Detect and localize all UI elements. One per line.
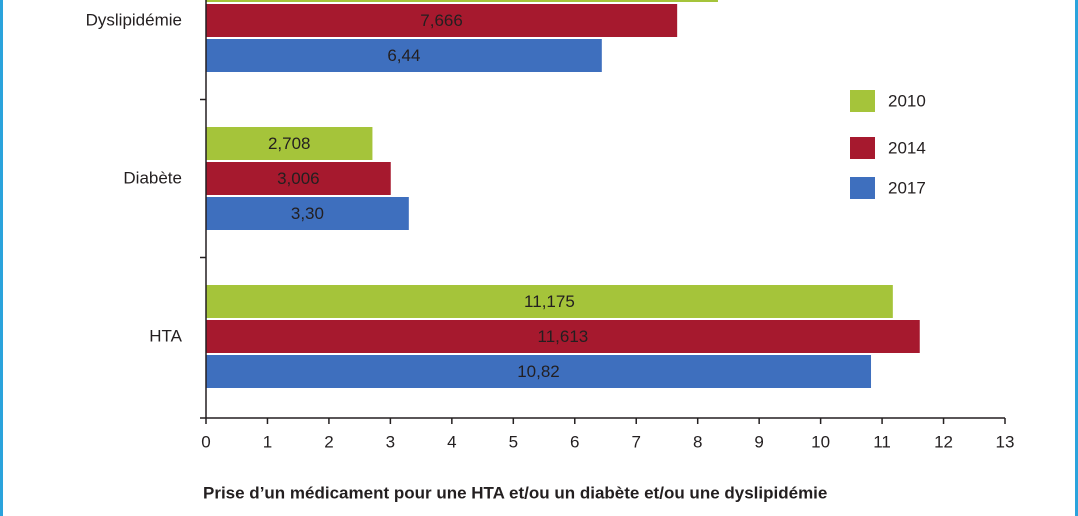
x-tick-label: 9: [754, 432, 763, 451]
value-label: 11,175: [524, 292, 575, 311]
x-tick-label: 0: [201, 432, 210, 451]
value-label: 7,666: [420, 11, 463, 30]
x-tick-label: 3: [386, 432, 395, 451]
x-tick-label: 5: [509, 432, 518, 451]
bar: [206, 39, 602, 72]
bar: [206, 355, 872, 388]
legend-swatch: [850, 90, 875, 112]
bar: [206, 162, 391, 195]
value-label: 10,82: [517, 362, 560, 381]
value-label: 6,44: [387, 46, 420, 65]
value-label: 11,613: [538, 327, 589, 346]
x-tick-label: 8: [693, 432, 702, 451]
value-label: 3,006: [277, 169, 320, 188]
value-label: 2,708: [268, 134, 311, 153]
x-tick-label: 4: [447, 432, 456, 451]
bar: [206, 4, 678, 37]
bar: [206, 285, 893, 318]
category-label: Diabète: [123, 168, 182, 187]
x-tick-label: 7: [631, 432, 640, 451]
legend-swatch: [850, 177, 875, 199]
legend-label: 2014: [888, 138, 926, 157]
legend-label: 2010: [888, 91, 926, 110]
category-label: HTA: [149, 326, 182, 345]
legend-swatch: [850, 137, 875, 159]
x-tick-label: 10: [811, 432, 830, 451]
bar: [206, 127, 373, 160]
x-tick-label: 11: [873, 432, 891, 451]
value-label: 3,30: [291, 204, 324, 223]
legend-label: 2017: [888, 178, 926, 197]
x-tick-label: 6: [570, 432, 579, 451]
bar: [206, 0, 718, 2]
x-tick-label: 13: [996, 432, 1015, 451]
x-tick-label: 1: [263, 432, 272, 451]
x-tick-label: 12: [934, 432, 953, 451]
category-label: Dyslipidémie: [86, 10, 182, 29]
bar: [206, 197, 409, 230]
x-tick-label: 2: [324, 432, 333, 451]
x-axis-label: Prise d’un médicament pour une HTA et/ou…: [203, 483, 827, 502]
bar: [206, 320, 920, 353]
